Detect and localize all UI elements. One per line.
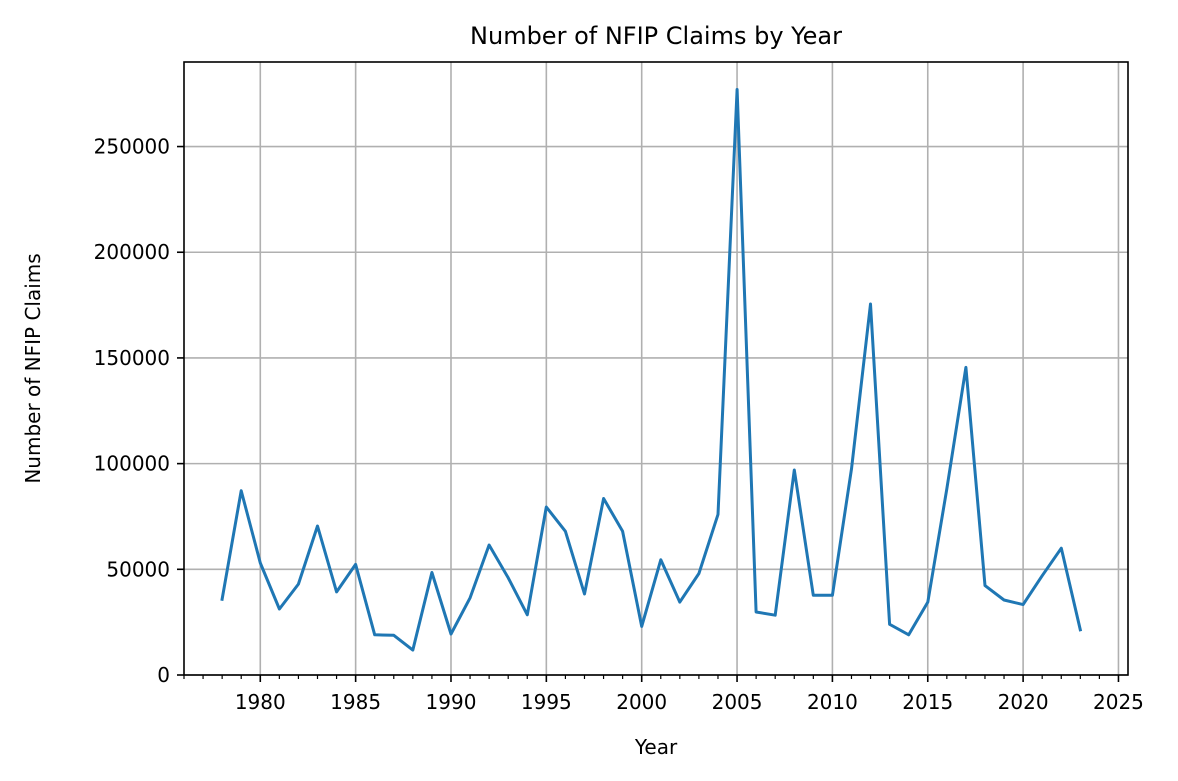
y-tick-label: 100000 xyxy=(94,452,170,476)
x-tick-label: 1985 xyxy=(330,690,381,714)
series-line xyxy=(220,88,1083,652)
y-tick-label: 0 xyxy=(157,663,170,687)
x-tick-label: 2015 xyxy=(902,690,953,714)
x-minor-ticks xyxy=(183,675,1100,679)
y-tick-label: 50000 xyxy=(106,557,170,581)
plot-area xyxy=(183,61,1129,676)
x-tick-label: 2005 xyxy=(712,690,763,714)
series-layer xyxy=(220,88,1083,652)
y-tick-label: 150000 xyxy=(94,346,170,370)
y-tick-label: 250000 xyxy=(94,135,170,159)
x-tick-label: 2020 xyxy=(998,690,1049,714)
y-axis-label: Number of NFIP Claims xyxy=(21,253,45,483)
x-tick-label: 2010 xyxy=(807,690,858,714)
x-axis-label: Year xyxy=(634,735,678,759)
y-axis-ticks: 0 50000 100000 150000 200000 250000 xyxy=(94,135,184,687)
chart-title: Number of NFIP Claims by Year xyxy=(470,22,842,50)
x-tick-label: 1995 xyxy=(521,690,572,714)
x-tick-label: 2025 xyxy=(1093,690,1144,714)
grid-lines xyxy=(184,62,1128,676)
x-axis-ticks: 1980 1985 1990 1995 2000 2005 2010 2015 2020 2025 xyxy=(235,675,1144,714)
x-tick-label: 2000 xyxy=(616,690,667,714)
y-tick-label: 200000 xyxy=(94,240,170,264)
x-tick-label: 1980 xyxy=(235,690,286,714)
x-tick-label: 1990 xyxy=(426,690,477,714)
